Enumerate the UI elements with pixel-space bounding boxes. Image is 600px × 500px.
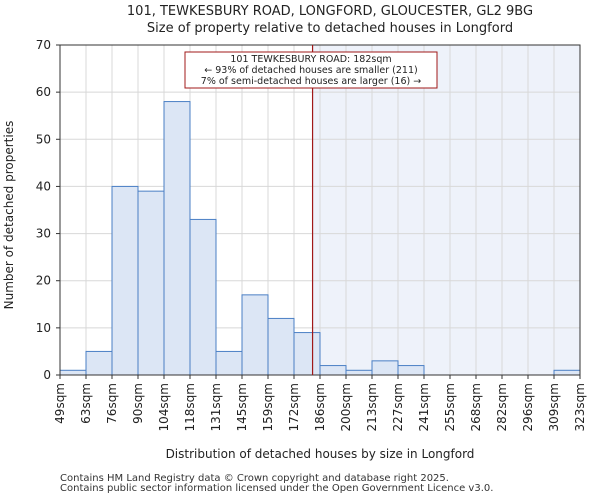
- y-tick-label-30: 30: [36, 227, 51, 241]
- bar-63sqm: [85, 350, 113, 376]
- bar-213sqm: [371, 360, 399, 376]
- x-tick-label-323sqm: 323sqm: [573, 383, 587, 431]
- highlight-region: [312, 45, 580, 375]
- y-tick-label-40: 40: [36, 179, 51, 193]
- plot-area: 0 10 20 30 40 50 60 70 49sqm 63sqm 76sqm 90sqm 104sq…: [36, 38, 587, 431]
- annotation-box: [184, 51, 438, 89]
- y-tick-label-0: 0: [43, 368, 51, 382]
- x-tick-label-200sqm: 200sqm: [339, 383, 353, 431]
- x-tick-label-104sqm: 104sqm: [157, 383, 171, 431]
- x-tick-label-63sqm: 63sqm: [79, 383, 93, 424]
- bar-118sqm: [189, 218, 217, 376]
- footer-licence: Contains public sector information licen…: [60, 483, 494, 494]
- bar-145sqm: [241, 294, 269, 376]
- x-tick-label-145sqm: 145sqm: [235, 383, 249, 431]
- x-tick-label-118sqm: 118sqm: [183, 383, 197, 431]
- y-tick-label-10: 10: [36, 321, 51, 335]
- x-tick-label-172sqm: 172sqm: [287, 383, 301, 431]
- x-tick-label-241sqm: 241sqm: [417, 383, 431, 431]
- x-tick-label-282sqm: 282sqm: [495, 383, 509, 431]
- x-tick-label-49sqm: 49sqm: [53, 383, 67, 424]
- annotation-line-2: ← 93% of detached houses are smaller (21…: [204, 65, 417, 76]
- bar-200sqm: [345, 369, 373, 376]
- y-tick-label-70: 70: [36, 38, 51, 52]
- x-tick-label-296sqm: 296sqm: [521, 383, 535, 431]
- chart-subtitle: Size of property relative to detached ho…: [147, 21, 513, 36]
- bar-227sqm: [397, 365, 425, 376]
- bar-49sqm: [59, 369, 87, 376]
- y-tick-label-60: 60: [36, 85, 51, 99]
- footer-copyright: Contains HM Land Registry data © Crown c…: [60, 473, 449, 484]
- chart: 101, TEWKESBURY ROAD, LONGFORD, GLOUCEST…: [2, 4, 587, 461]
- x-tick-label-131sqm: 131sqm: [209, 383, 223, 431]
- bar-309sqm: [553, 369, 581, 376]
- x-tick-label-227sqm: 227sqm: [391, 383, 405, 431]
- chart-title: 101, TEWKESBURY ROAD, LONGFORD, GLOUCEST…: [127, 4, 533, 19]
- x-tick-label-268sqm: 268sqm: [469, 383, 483, 431]
- bar-186sqm: [319, 365, 347, 376]
- bar-159sqm: [267, 317, 295, 376]
- bar-76sqm: [111, 185, 139, 376]
- y-tick-label-50: 50: [36, 132, 51, 146]
- x-tick-label-255sqm: 255sqm: [443, 383, 457, 431]
- annotation-line-1: 101 TEWKESBURY ROAD: 182sqm: [230, 54, 391, 65]
- x-tick-label-76sqm: 76sqm: [105, 383, 119, 424]
- bar-104sqm: [163, 101, 191, 376]
- bar-172sqm: [293, 332, 321, 376]
- x-tick-label-213sqm: 213sqm: [365, 383, 379, 431]
- x-tick-label-186sqm: 186sqm: [313, 383, 327, 431]
- x-tick-label-159sqm: 159sqm: [261, 383, 275, 431]
- bar-131sqm: [215, 350, 243, 376]
- annotation-line-3: 7% of semi-detached houses are larger (1…: [201, 76, 421, 87]
- bar-90sqm: [137, 190, 165, 376]
- y-tick-label-20: 20: [36, 274, 51, 288]
- y-axis-label: Number of detached properties: [2, 121, 16, 310]
- x-axis-label: Distribution of detached houses by size …: [166, 447, 475, 461]
- x-tick-label-90sqm: 90sqm: [131, 383, 145, 424]
- x-tick-label-309sqm: 309sqm: [547, 383, 561, 431]
